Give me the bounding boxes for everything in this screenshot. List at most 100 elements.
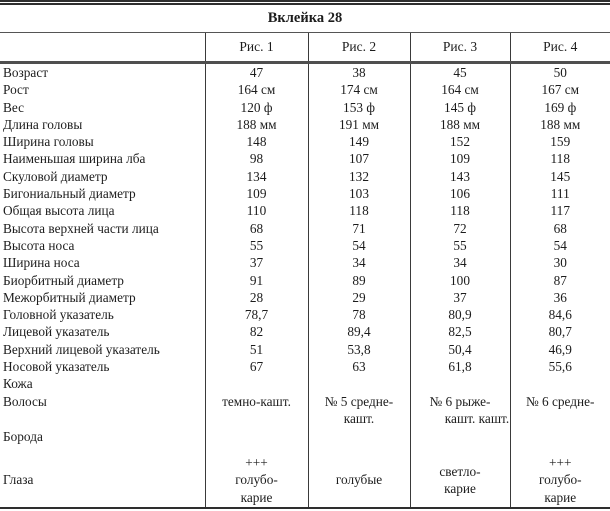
cell-value: 153 ф (307, 98, 410, 116)
cell-value: 61,8 (409, 358, 510, 376)
cell-value: 28 (204, 288, 308, 307)
cell-line: карие (240, 489, 273, 505)
row-label: Высота носа (3, 237, 75, 253)
cell-line: 167 см (541, 82, 580, 98)
table-row: Высота верхней части лица 68 71 72 68 (0, 219, 610, 237)
cell-value: 191 мм (307, 115, 410, 134)
row-label: Глаза (3, 472, 34, 488)
cell-line: кашт. кашт. (444, 410, 510, 426)
cell-line: 78,7 (244, 307, 269, 323)
cell-value: 174 см (307, 81, 410, 99)
cell-line: 188 мм (236, 116, 277, 132)
cell-line: 82,5 (448, 324, 472, 340)
cell-line: 109 (450, 151, 470, 167)
cell-value: 132 (307, 167, 410, 186)
cell-line: кашт. (343, 410, 375, 426)
table-row: Носовой указатель 67 63 61,8 55,6 (0, 358, 610, 376)
cell-value: 82,5 (409, 323, 510, 341)
cell-line: 53,8 (347, 341, 371, 357)
row-label: Бигониальный диаметр (3, 186, 136, 202)
cell-line: 72 (453, 220, 467, 236)
cell-line: 46,9 (548, 341, 572, 357)
cell-value: +++ голубо-карие (509, 453, 610, 508)
header-empty-cell (0, 32, 205, 64)
cell-value: 78,7 (204, 306, 308, 324)
cell-value: 98 (204, 150, 308, 168)
cell-value: 38 (307, 62, 410, 82)
row-label: Верхний лицевой указатель (3, 341, 160, 357)
cell-value: 78 (307, 306, 410, 324)
table-row: Лицевой указатель 82 89,4 82,5 80,7 (0, 323, 610, 341)
cell-value: 120 ф (204, 98, 308, 116)
cell-value: 107 (307, 150, 410, 168)
cell-value (509, 427, 610, 454)
cell-value: 50 (509, 62, 610, 82)
cell-line: 164 см (237, 82, 276, 98)
cell-value: 159 (509, 133, 610, 151)
cell-value: 100 (409, 271, 510, 289)
column-header-fig3: Рис. 3 (409, 32, 510, 64)
cell-value: 80,7 (509, 323, 610, 341)
cell-value: 46,9 (509, 340, 610, 359)
cell-line: 89,4 (347, 324, 371, 340)
cell-line: 37 (453, 289, 467, 305)
table-row: Кожа (0, 375, 610, 393)
cell-line: карие (444, 481, 476, 497)
cell-value: 118 (509, 150, 610, 168)
cell-value: 89,4 (307, 323, 410, 341)
cell-value: 72 (409, 219, 510, 237)
cell-value: темно-кашт. (204, 392, 308, 428)
cell-value: 89 (307, 271, 410, 289)
cell-line: 61,8 (448, 359, 472, 375)
cell-value: 34 (307, 254, 410, 272)
cell-line: 188 мм (439, 116, 481, 132)
table-row: Биорбитный диаметр 91 89 100 87 (0, 271, 610, 289)
cell-value: 148 (204, 133, 308, 151)
cell-line: 111 (550, 186, 570, 202)
cell-line: 34 (352, 255, 366, 271)
cell-line: 118 (349, 203, 369, 219)
cell-line: 91 (249, 272, 264, 288)
table-row: Ширина головы 148 149 152 159 (0, 133, 610, 151)
cell-value: 80,9 (409, 306, 510, 324)
cell-line: 145 (550, 168, 571, 184)
cell-line: голубо- (235, 472, 278, 488)
cell-value: 55 (204, 236, 308, 255)
row-label: Общая высота лица (3, 203, 115, 219)
cell-value (204, 427, 308, 454)
table-row: Верхний лицевой указатель 51 53,8 50,4 46,9 (0, 340, 610, 359)
cell-value: 110 (204, 202, 308, 220)
table-row: Наименьшая ширина лба 98 107 109 118 (0, 150, 610, 168)
cell-line: голубо- (538, 472, 582, 488)
row-label: Скуловой диаметр (3, 168, 108, 184)
row-label: Головной указатель (3, 307, 114, 323)
cell-line: карие (544, 489, 577, 505)
row-label: Борода (3, 428, 43, 444)
cell-line: № 6 рыже- (429, 393, 491, 409)
cell-line: 191 мм (338, 116, 380, 132)
cell-value: голубые (307, 453, 410, 508)
cell-line: светло- (439, 463, 481, 479)
row-label: Волосы (3, 393, 47, 409)
cell-value: 109 (204, 185, 308, 203)
cell-line: 117 (550, 203, 570, 219)
row-label: Длина головы (3, 116, 83, 132)
cell-value: 87 (509, 271, 610, 289)
cell-line: 68 (249, 220, 264, 236)
row-label: Межорбитный диаметр (3, 289, 136, 305)
row-label: Биорбитный диаметр (3, 272, 124, 288)
row-label: Возраст (3, 65, 49, 80)
cell-value (307, 427, 410, 454)
cell-value: 91 (204, 271, 308, 289)
cell-line: 55 (249, 237, 264, 253)
column-header-fig1: Рис. 1 (204, 32, 308, 64)
cell-line: 55,6 (548, 359, 572, 375)
table-title-row: Вклейка 28 (0, 2, 610, 33)
cell-line: 143 (450, 168, 470, 184)
cell-value: 34 (409, 254, 510, 272)
cell-value: 118 (307, 202, 410, 220)
cell-value: 63 (307, 358, 410, 376)
cell-value: 84,6 (509, 306, 610, 324)
cell-value: 30 (509, 254, 610, 272)
cell-line: 103 (349, 186, 369, 202)
